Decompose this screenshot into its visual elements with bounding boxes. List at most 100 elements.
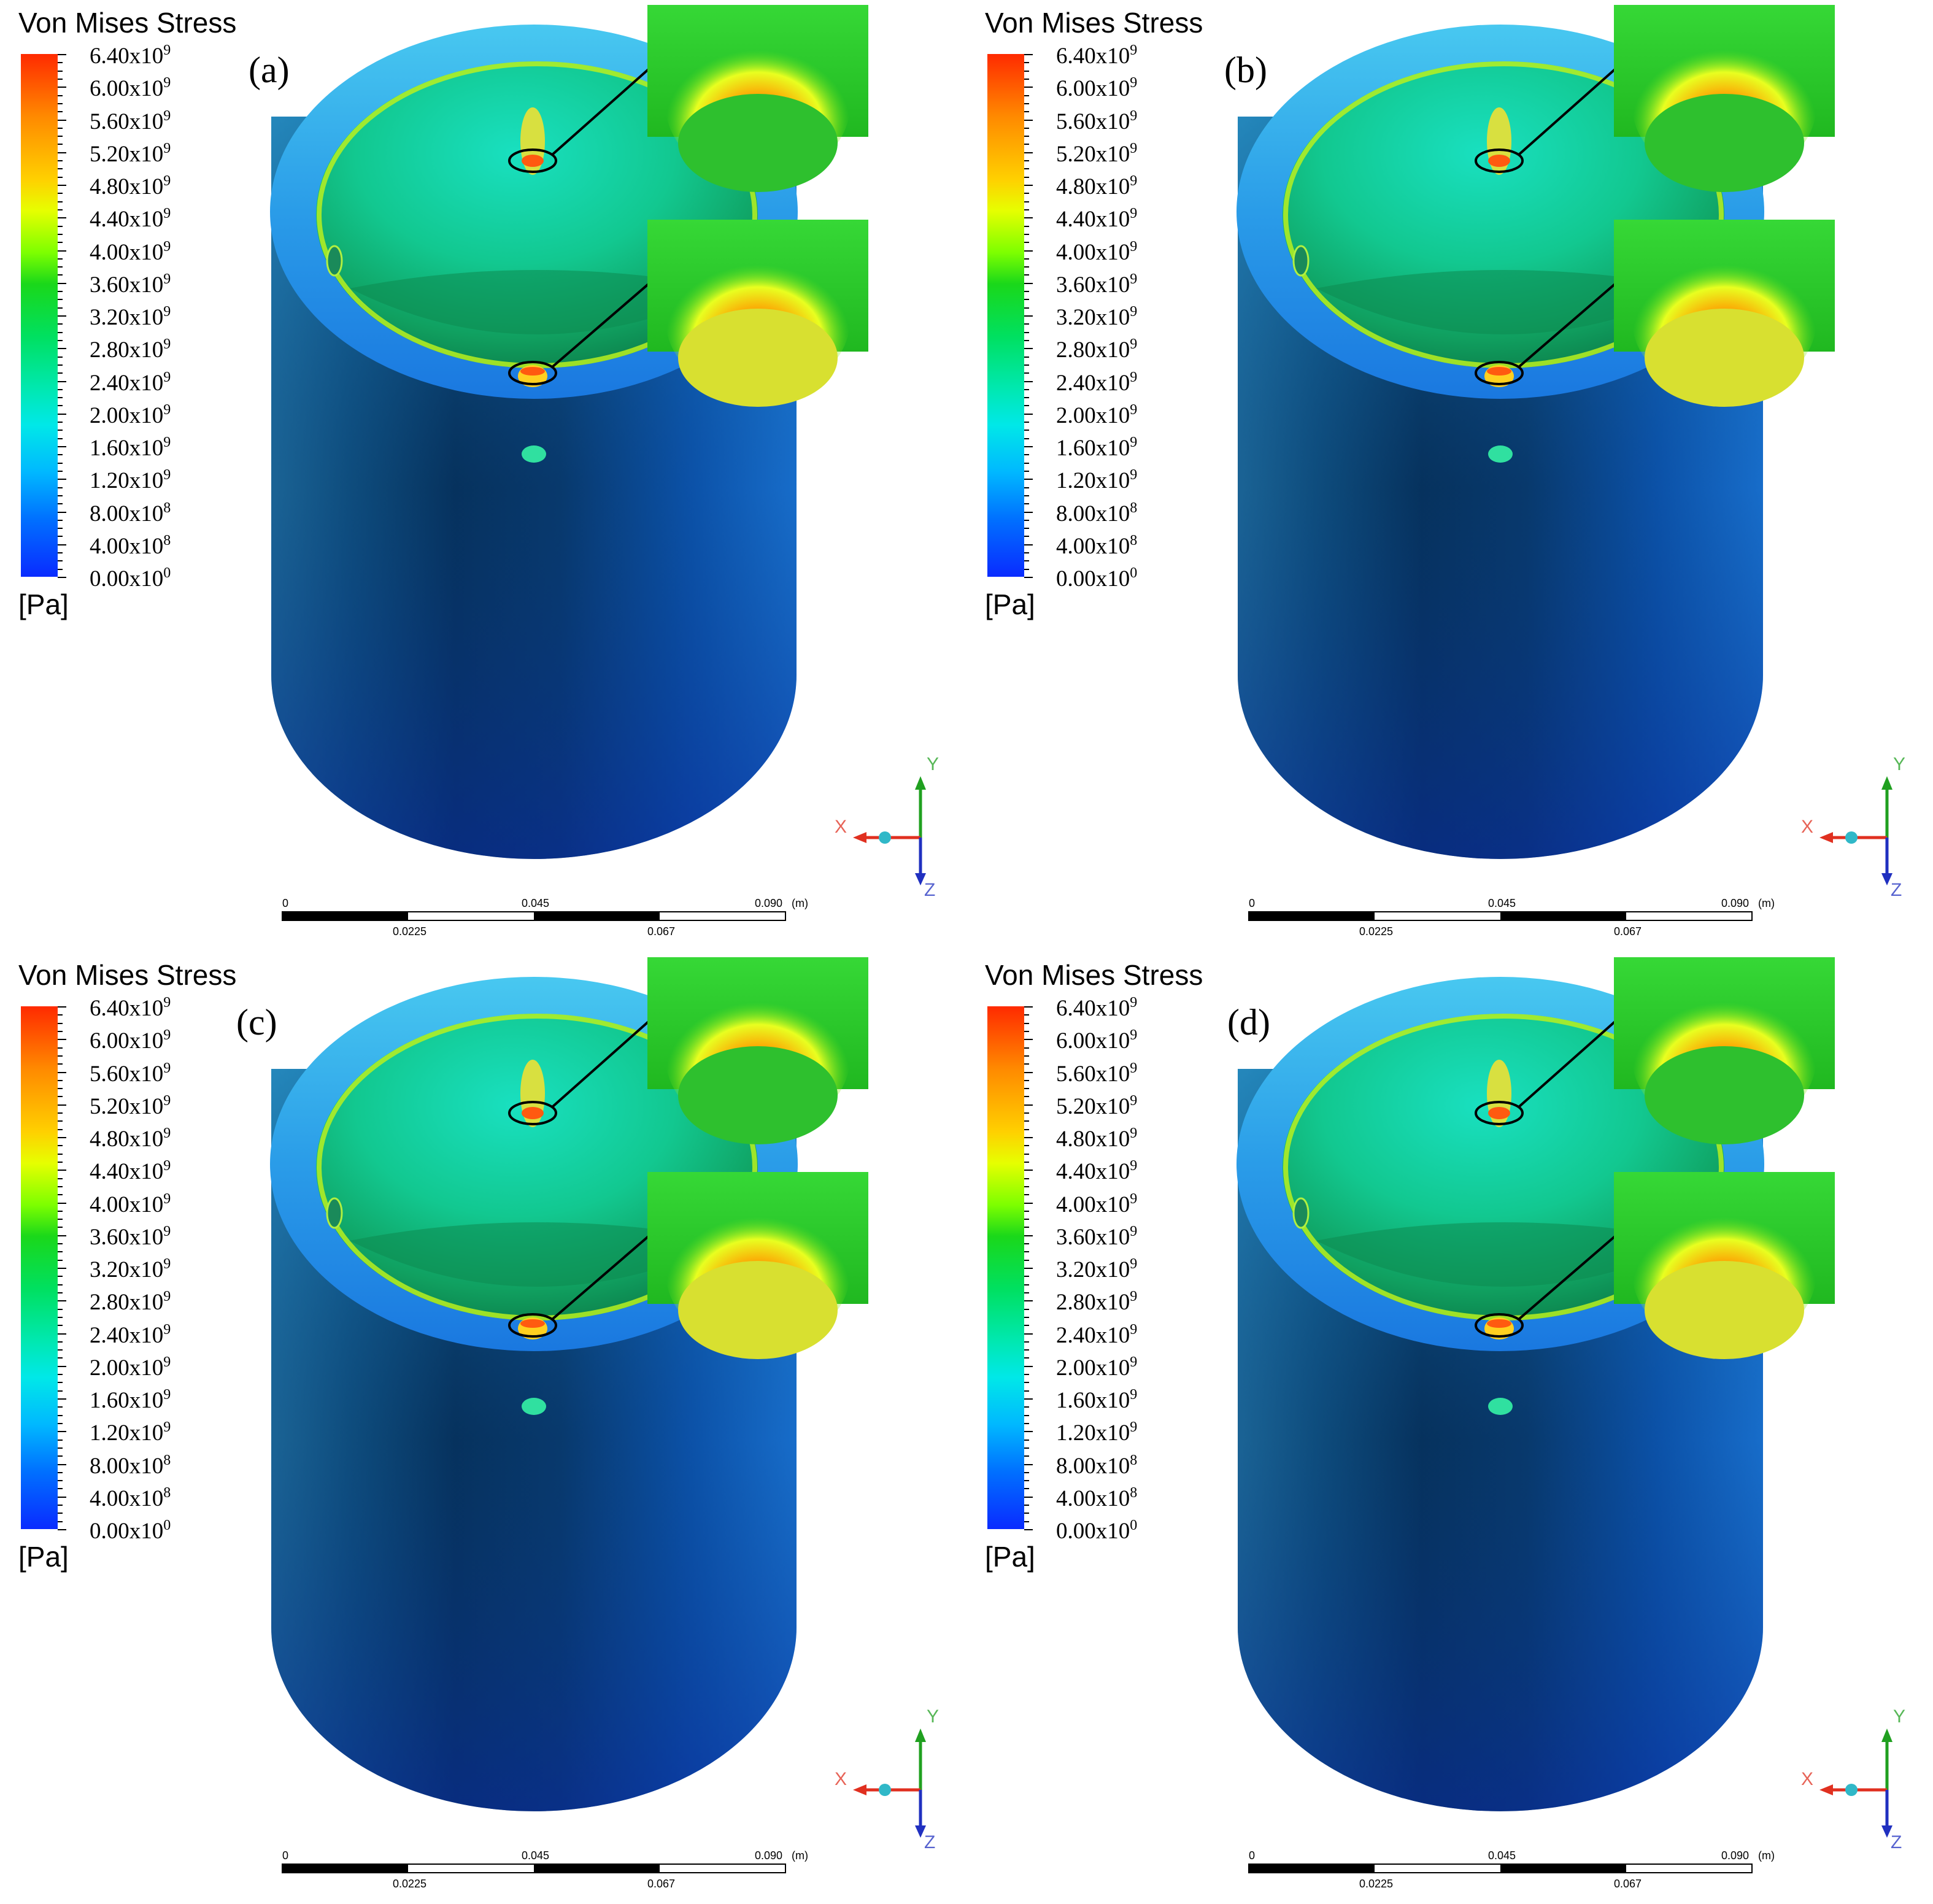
legend-tick-label: 2.80x109 (90, 337, 171, 363)
legend-tick-label: 2.00x109 (90, 403, 171, 428)
tick-mantissa: 0.00x10 (90, 1519, 164, 1544)
panel-label: (d) (1227, 1002, 1270, 1043)
legend-tick-label: 4.00x108 (90, 533, 171, 559)
lower-zoom-inset (647, 220, 868, 407)
tick-mantissa: 4.80x10 (1056, 174, 1130, 199)
legend-tick-label: 4.00x109 (90, 1192, 171, 1217)
scale-bottom-label: 0.0225 (393, 1878, 426, 1890)
tick-mantissa: 2.00x10 (1056, 403, 1130, 428)
cylinder-stress-render: Y X Z 0 0.045 0.090 (m) 0.0225 0.067 (270, 5, 939, 938)
legend-tick-label: 8.00x108 (1056, 1452, 1138, 1479)
legend-tick-label: 6.00x109 (1056, 1028, 1137, 1054)
scale-top-label: 0 (1249, 897, 1255, 909)
tick-mantissa: 3.60x10 (1056, 1224, 1130, 1250)
tick-mantissa: 6.00x10 (90, 76, 164, 102)
tick-exponent: 9 (1130, 140, 1138, 156)
tick-exponent: 9 (163, 1223, 171, 1239)
tick-exponent: 8 (1130, 1484, 1138, 1501)
tick-exponent: 9 (1130, 75, 1138, 91)
tick-mantissa: 4.00x10 (1056, 1486, 1130, 1511)
tick-exponent: 9 (163, 1419, 171, 1436)
scale-bottom-label: 0.0225 (1359, 925, 1393, 938)
tick-mantissa: 4.00x10 (90, 1192, 164, 1217)
cylinder-stress-render: Y X Z 0 0.045 0.090 (m) 0.0225 0.067 (1237, 957, 1905, 1890)
colorbar (21, 1006, 58, 1529)
tick-exponent: 9 (163, 369, 171, 385)
legend-tick-label: 3.60x109 (1056, 1224, 1137, 1250)
tick-exponent: 9 (163, 238, 171, 255)
tick-mantissa: 6.40x10 (1056, 996, 1130, 1021)
tick-exponent: 9 (1130, 271, 1138, 287)
tick-mantissa: 6.40x10 (1056, 44, 1130, 69)
lower-hole-hotspot (520, 1319, 545, 1328)
tick-exponent: 9 (163, 1158, 171, 1174)
legend-tick-label: 5.60x109 (90, 1061, 171, 1087)
legend-tick-label: 4.40x109 (1056, 206, 1137, 232)
tick-mantissa: 3.20x10 (1056, 1257, 1130, 1282)
legend-tick-label: 3.20x109 (90, 304, 171, 330)
tick-mantissa: 4.00x10 (1056, 533, 1130, 559)
tick-exponent: 9 (163, 434, 171, 450)
legend-tick-label: 2.40x109 (1056, 369, 1138, 396)
scale-top-label: 0.045 (1488, 1849, 1516, 1862)
tick-mantissa: 2.80x10 (1056, 1290, 1130, 1316)
tick-mantissa: 6.40x10 (90, 996, 164, 1021)
tick-mantissa: 8.00x10 (90, 501, 164, 526)
tick-mantissa: 0.00x10 (1056, 566, 1130, 592)
tick-exponent: 0 (163, 565, 171, 581)
tick-exponent: 9 (1130, 1321, 1138, 1338)
inner-wall-shadow (350, 270, 730, 334)
legend-tick-label: 4.80x109 (90, 1126, 171, 1152)
colorbar-ticks (58, 1006, 66, 1530)
scale-top-label: (m) (1758, 1849, 1775, 1862)
tick-mantissa: 8.00x10 (1056, 501, 1130, 526)
tick-mantissa: 4.80x10 (90, 1127, 164, 1152)
tick-mantissa: 0.00x10 (90, 566, 164, 592)
upper-zoom-inset (1614, 5, 1835, 192)
tick-exponent: 0 (1130, 1517, 1138, 1533)
tick-mantissa: 8.00x10 (90, 1453, 164, 1479)
legend-tick-label: 3.60x109 (90, 1223, 171, 1250)
legend-tick-label: 6.00x109 (90, 75, 171, 102)
tick-exponent: 8 (1130, 1452, 1138, 1468)
legend-tick-label: 4.40x109 (90, 206, 171, 232)
inner-wall-shadow (1316, 1222, 1697, 1287)
legend-unit: [Pa] (18, 1541, 69, 1573)
tick-exponent: 9 (163, 140, 171, 156)
tick-mantissa: 2.80x10 (90, 1290, 164, 1316)
axis-label-y: Y (1893, 754, 1905, 774)
tick-exponent: 9 (1130, 1256, 1138, 1272)
legend-title: Von Mises Stress (985, 959, 1203, 991)
legend-tick-label: 4.00x109 (90, 238, 171, 265)
upper-callout-circle (1475, 148, 1524, 173)
legend-tick-label: 6.40x109 (90, 995, 171, 1021)
legend-title: Von Mises Stress (18, 959, 237, 991)
legend-tick-label: 2.80x109 (1056, 337, 1137, 363)
scale-top-label: 0.045 (1488, 897, 1516, 909)
legend-tick-label: 0.00x100 (1056, 1517, 1138, 1544)
legend-tick-label: 4.40x109 (1056, 1158, 1137, 1184)
panel-label: (a) (249, 50, 290, 90)
legend-tick-label: 2.00x109 (1056, 1354, 1138, 1381)
tick-exponent: 9 (1130, 1419, 1138, 1436)
legend-tick-label: 4.00x109 (1056, 239, 1137, 265)
tick-mantissa: 2.00x10 (90, 1355, 164, 1381)
axis-label-x: X (835, 817, 847, 837)
legend-tick-label: 3.20x109 (1056, 304, 1137, 330)
axis-label-x: X (1801, 817, 1813, 837)
lower-callout-line (1518, 281, 1618, 368)
legend-tick-label: 1.20x109 (90, 467, 171, 493)
tick-exponent: 9 (1130, 369, 1138, 385)
tick-exponent: 9 (1130, 1354, 1138, 1370)
axis-triad: Y X Z (835, 754, 939, 900)
upper-hole-hotspot (1488, 1107, 1510, 1119)
tick-exponent: 9 (163, 42, 171, 58)
tick-exponent: 9 (163, 1321, 171, 1338)
legend-tick-label: 5.20x109 (1056, 140, 1138, 167)
legend-tick-label: 4.00x108 (90, 1486, 171, 1511)
tick-exponent: 9 (1130, 173, 1138, 189)
upper-callout-line (551, 1019, 652, 1108)
panel-label: (c) (236, 1002, 277, 1043)
tick-exponent: 9 (163, 467, 171, 484)
panel-label: (b) (1224, 50, 1267, 90)
